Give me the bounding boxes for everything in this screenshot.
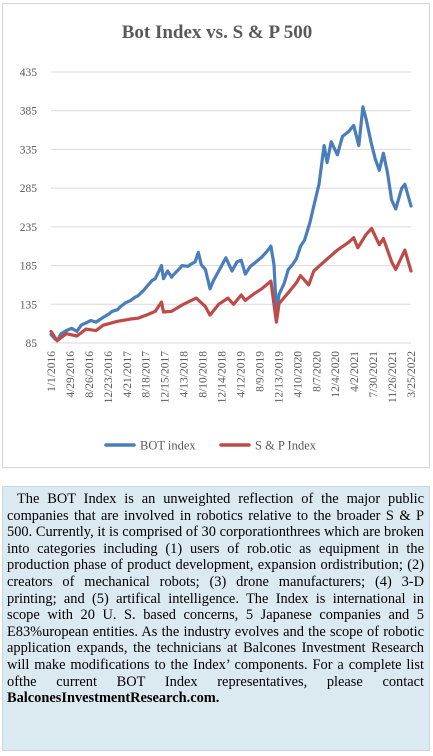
x-tick-label: 12/4/2020	[330, 351, 342, 398]
x-tick-label: 8/18/2017	[141, 351, 153, 398]
y-tick-label: 135	[20, 299, 38, 311]
x-tick-label: 1/1/2016	[46, 351, 58, 392]
y-tick-label: 385	[20, 106, 38, 118]
description-paragraph: The BOT Index is an unweighted reflectio…	[7, 491, 424, 707]
x-tick-label: 8/7/2020	[311, 351, 323, 392]
series-line	[49, 226, 413, 343]
x-tick-label: 12/15/2017	[160, 351, 172, 404]
chart-container: 85 135 185 235 285 335 385 435 1/1/2016 4/29/2016…	[2, 3, 430, 468]
x-tick-label: 4/2/2021	[349, 351, 361, 392]
y-tick-label: 85	[26, 338, 38, 350]
description-text: The BOT Index is an unweighted reflectio…	[7, 491, 424, 690]
x-tick-label: 12/14/2018	[217, 351, 229, 404]
x-tick-label: 11/26/2021	[387, 351, 399, 403]
x-tick-label: 3/25/2022	[406, 351, 418, 398]
y-tick-label: 185	[20, 261, 38, 273]
y-tick-label: 235	[20, 222, 38, 234]
legend-label: S & P Index	[255, 439, 317, 453]
x-tick-label: 8/26/2016	[84, 351, 96, 398]
chart-title: Bot Index vs. S & P 500	[121, 22, 313, 43]
x-tick-label: 7/30/2021	[368, 351, 380, 398]
series-line	[49, 105, 413, 343]
chart-svg: 85 135 185 235 285 335 385 435 1/1/2016 4/29/2016…	[20, 67, 418, 453]
contact-link[interactable]: BalconesInvestmentResearch.com.	[7, 690, 220, 707]
x-tick-label: 4/21/2017	[122, 351, 134, 398]
x-tick-label: 8/9/2019	[254, 351, 266, 392]
x-tick-label: 8/10/2018	[198, 351, 210, 398]
x-tick-label: 4/12/2019	[235, 351, 247, 398]
y-tick-label: 435	[20, 67, 38, 79]
x-tick-label: 12/13/2019	[273, 351, 285, 404]
description-box: The BOT Index is an unweighted reflectio…	[2, 486, 430, 751]
x-tick-label: 4/29/2016	[65, 351, 77, 398]
y-tick-label: 335	[20, 144, 38, 156]
legend-label: BOT index	[140, 439, 196, 453]
x-tick-label: 4/13/2018	[179, 351, 191, 398]
y-tick-label: 285	[20, 183, 38, 195]
x-tick-label: 4/10/2020	[292, 351, 304, 398]
x-tick-label: 12/23/2016	[103, 351, 115, 404]
